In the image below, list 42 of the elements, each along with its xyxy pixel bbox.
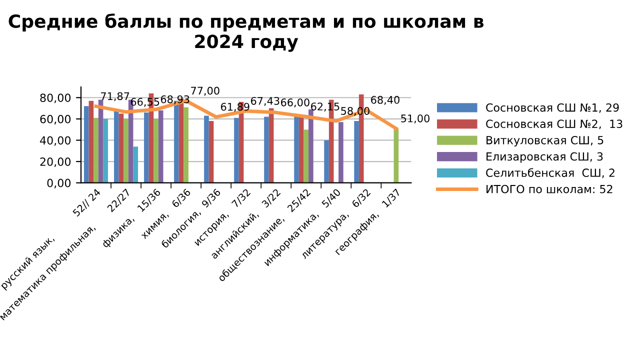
bar — [84, 106, 89, 183]
data-label: 66,00 — [280, 98, 310, 108]
bar — [94, 118, 98, 183]
bar — [118, 114, 124, 183]
bar — [234, 118, 239, 183]
y-tick-label: 0,00 — [47, 178, 71, 188]
legend-label: ИТОГО по школам: 52 — [486, 184, 612, 194]
data-label: 68,93 — [160, 95, 190, 104]
bar — [208, 121, 214, 183]
data-label: 67,43 — [250, 96, 280, 106]
bar — [114, 111, 119, 183]
bar — [338, 122, 344, 183]
bar — [304, 130, 309, 183]
bar — [204, 116, 209, 183]
bar — [298, 116, 304, 183]
bar — [184, 107, 188, 183]
legend-label: Сосновская СШ №2, 13 — [486, 120, 622, 130]
y-tick-label: 80,00 — [40, 94, 71, 104]
legend-label: Виткуловская СШ, 5 — [486, 136, 604, 146]
bar — [88, 100, 94, 183]
bar — [158, 110, 164, 183]
bar — [394, 128, 399, 183]
bar — [144, 112, 149, 183]
bar — [264, 116, 269, 183]
legend-label: Селитьбенская СШ, 2 — [486, 168, 614, 178]
bar — [294, 116, 299, 183]
legend-label: Сосновская СШ №1, 29 — [486, 103, 619, 113]
bar — [324, 140, 329, 183]
bar — [133, 146, 138, 183]
data-label: 77,00 — [191, 86, 220, 96]
y-tick-label: 20,00 — [40, 158, 71, 168]
bar — [354, 121, 359, 183]
chart-title: Средние баллы по предметам и по школам в 2024 году — [8, 13, 484, 52]
data-label: 51,00 — [401, 114, 430, 124]
y-tick-label: 60,00 — [40, 114, 71, 124]
data-label: 68,40 — [371, 96, 400, 105]
bar — [124, 118, 128, 183]
y-tick-label: 40,00 — [40, 136, 71, 146]
bar — [103, 118, 108, 183]
legend-label: Елизаровская СШ, 3 — [486, 152, 603, 163]
data-label: 71,87 — [101, 92, 130, 102]
bar — [154, 118, 158, 183]
